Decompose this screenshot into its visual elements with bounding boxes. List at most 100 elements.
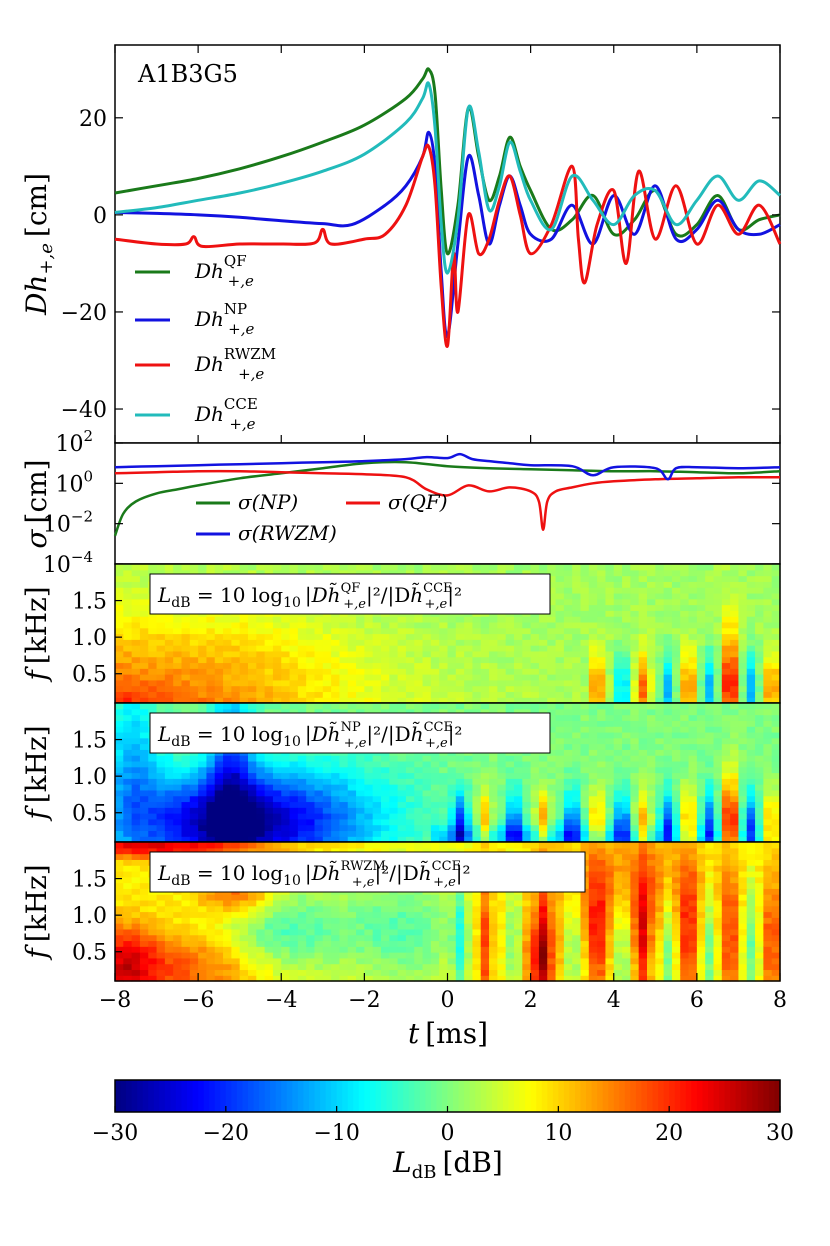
heatmap-cell bbox=[497, 772, 507, 779]
heatmap-cell bbox=[289, 952, 299, 959]
heatmap-cell bbox=[272, 952, 282, 959]
heatmap-cell bbox=[572, 697, 582, 704]
heatmap-cell bbox=[272, 934, 282, 942]
heatmap-cell bbox=[472, 621, 482, 629]
heatmap-cell bbox=[115, 685, 124, 693]
heatmap-cell bbox=[131, 905, 141, 913]
heatmap-cell bbox=[422, 650, 432, 658]
heatmap-cell bbox=[547, 604, 557, 611]
heatmap-cell bbox=[713, 703, 723, 710]
heatmap-cell bbox=[206, 708, 216, 716]
heatmap-cell bbox=[397, 836, 407, 843]
heatmap-cell bbox=[272, 940, 282, 947]
heatmap-cell bbox=[198, 813, 208, 820]
heatmap-cell bbox=[746, 760, 756, 768]
heatmap-cell bbox=[738, 627, 748, 635]
heatmap-cell bbox=[139, 952, 149, 959]
heatmap-cell bbox=[414, 911, 424, 918]
heatmap-cell bbox=[131, 795, 141, 803]
heatmap-cell bbox=[671, 714, 681, 721]
heatmap-cell bbox=[189, 703, 199, 710]
heatmap-cell bbox=[248, 940, 257, 947]
heatmap-cell bbox=[613, 714, 623, 721]
heatmap-cell bbox=[705, 766, 715, 774]
heatmap-cell bbox=[139, 598, 149, 606]
heatmap-cell bbox=[148, 633, 158, 640]
heatmap-cell bbox=[630, 639, 640, 646]
heatmap-cell bbox=[189, 836, 199, 843]
heatmap-cell bbox=[239, 674, 249, 681]
heatmap-cell bbox=[497, 668, 507, 675]
heatmap-cell bbox=[688, 645, 698, 652]
heatmap-cell bbox=[655, 592, 665, 600]
heatmap-cell bbox=[364, 963, 374, 971]
heatmap-cell bbox=[189, 621, 199, 629]
heatmap-cell bbox=[264, 894, 274, 901]
heatmap-cell bbox=[339, 894, 349, 901]
heatmap-cell bbox=[472, 801, 482, 808]
heatmap-cell bbox=[339, 818, 349, 826]
heatmap-cell bbox=[139, 847, 149, 855]
heatmap-cell bbox=[721, 581, 731, 588]
heatmap-cell bbox=[389, 934, 399, 942]
heatmap-cell bbox=[131, 760, 141, 768]
heatmap-cell bbox=[223, 842, 232, 849]
heatmap-cell bbox=[397, 760, 407, 768]
heatmap-cell bbox=[364, 795, 374, 803]
heatmap-cell bbox=[381, 668, 390, 675]
heatmap-cell bbox=[198, 679, 208, 687]
heatmap-cell bbox=[239, 627, 249, 635]
heatmap-cell bbox=[580, 564, 590, 571]
heatmap-cell bbox=[771, 766, 781, 774]
heatmap-cell bbox=[264, 813, 274, 820]
heatmap-cell bbox=[239, 685, 249, 693]
heatmap-cell bbox=[514, 836, 523, 843]
heatmap-cell bbox=[630, 731, 640, 739]
frequency-ylabel: f[kHz] bbox=[20, 586, 53, 682]
heatmap-cell bbox=[647, 813, 656, 820]
heatmap-cell bbox=[289, 969, 299, 976]
heatmap-cell bbox=[588, 743, 598, 750]
heatmap-cell bbox=[622, 708, 631, 716]
heatmap-cell bbox=[322, 621, 332, 629]
heatmap-cell bbox=[164, 685, 174, 693]
heatmap-cell bbox=[671, 807, 681, 814]
heatmap-cell bbox=[489, 650, 498, 658]
heatmap-cell bbox=[563, 598, 573, 606]
heatmap-cell bbox=[339, 766, 349, 774]
heatmap-cell bbox=[771, 650, 781, 658]
heatmap-cell bbox=[414, 795, 424, 803]
heatmap-cell bbox=[597, 575, 607, 582]
heatmap-cell bbox=[464, 645, 474, 652]
heatmap-cell bbox=[297, 842, 307, 849]
heatmap-cell bbox=[430, 946, 440, 953]
heatmap-cell bbox=[638, 813, 648, 820]
heatmap-cell bbox=[115, 755, 124, 762]
heatmap-cell bbox=[771, 755, 781, 762]
sigma-legend: σ(NP) σ(QF)σ(RWZM) bbox=[196, 490, 448, 545]
heatmap-cell bbox=[181, 778, 191, 785]
heatmap-cell bbox=[381, 784, 390, 791]
heatmap-cell bbox=[422, 679, 432, 687]
heatmap-cell bbox=[331, 708, 341, 716]
heatmap-cell bbox=[422, 830, 432, 837]
heatmap-cell bbox=[115, 737, 124, 745]
heatmap-cell bbox=[289, 685, 299, 693]
ytick-label: −20 bbox=[61, 301, 107, 326]
heatmap-cell bbox=[547, 743, 557, 750]
heatmap-cell bbox=[314, 899, 324, 907]
heatmap-cell bbox=[538, 697, 548, 704]
heatmap-cell bbox=[181, 928, 191, 936]
heatmap-cell bbox=[306, 795, 316, 803]
heatmap-cell bbox=[331, 639, 341, 646]
heatmap-cell bbox=[239, 911, 249, 918]
heatmap-cell bbox=[272, 818, 282, 826]
heatmap-cell bbox=[680, 616, 690, 623]
heatmap-cell bbox=[189, 824, 199, 832]
heatmap-cell bbox=[713, 610, 723, 617]
heatmap-cell bbox=[198, 656, 208, 664]
heatmap-cell bbox=[721, 731, 731, 739]
heatmap-cell bbox=[314, 633, 324, 640]
heatmap-cell bbox=[389, 639, 399, 646]
